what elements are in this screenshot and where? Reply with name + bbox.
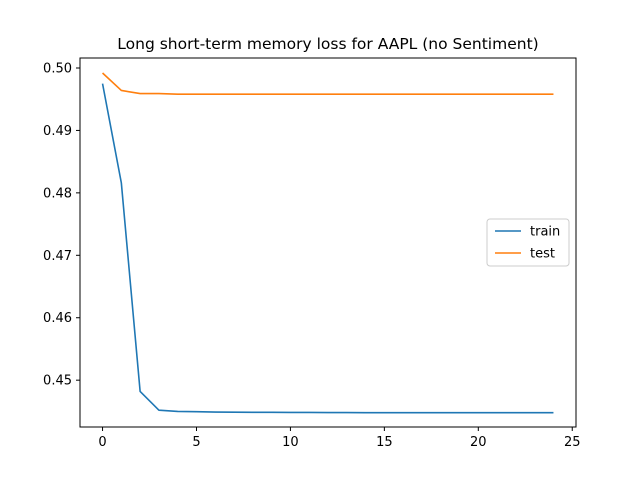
x-tick-label: 0 [98, 435, 106, 450]
plot-area [101, 72, 554, 414]
legend-label-train: train [530, 225, 560, 240]
y-tick-label: 0.45 [43, 374, 72, 389]
axes-frame [79, 57, 577, 428]
x-tick-label: 20 [470, 435, 487, 450]
y-tick-label: 0.47 [43, 249, 72, 264]
y-tick-label: 0.48 [43, 186, 72, 201]
chart-title: Long short-term memory loss for AAPL (no… [117, 35, 538, 53]
x-tick-label: 5 [192, 435, 200, 450]
x-tick-label: 25 [564, 435, 581, 450]
x-tick-label: 10 [282, 435, 299, 450]
legend: train test [486, 218, 570, 267]
y-axis: 0.45 0.46 0.47 0.48 0.49 0.50 [43, 61, 80, 389]
y-tick-label: 0.46 [43, 311, 72, 326]
series-line-test [102, 72, 554, 96]
legend-label-test: test [530, 247, 555, 262]
series-line-train [101, 83, 554, 414]
x-axis: 0 5 10 15 20 25 [98, 427, 581, 450]
x-tick-label: 15 [376, 435, 393, 450]
y-tick-label: 0.50 [43, 61, 72, 76]
y-tick-label: 0.49 [43, 124, 72, 139]
